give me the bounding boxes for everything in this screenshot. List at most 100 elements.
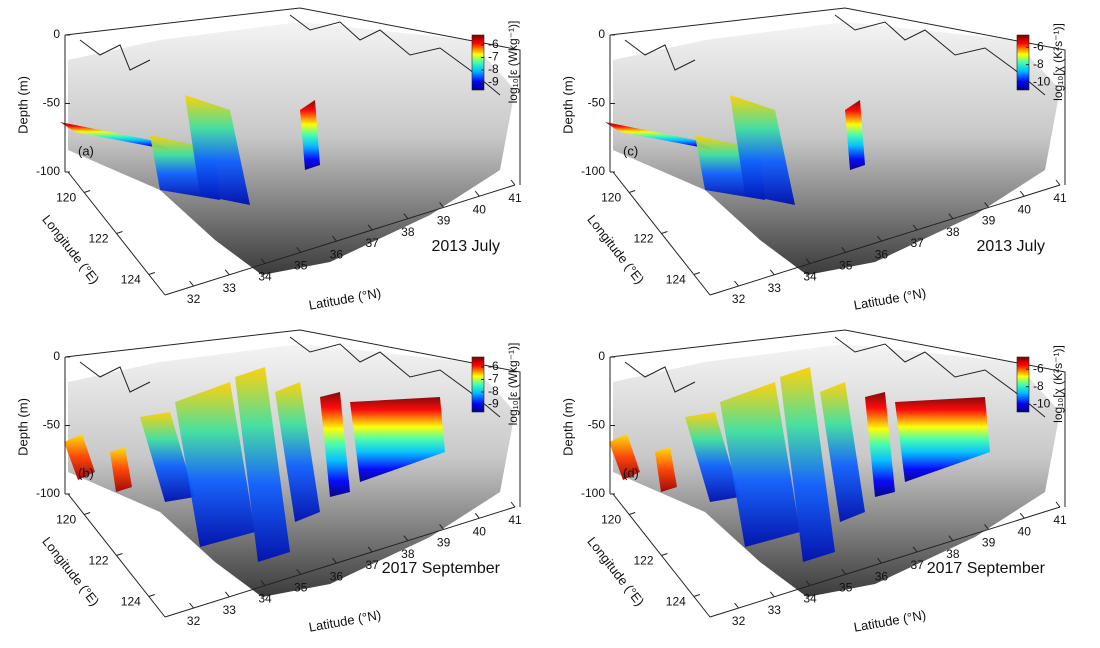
colorbar-tick-label: -6 — [1033, 39, 1044, 53]
profile-curtain — [320, 392, 350, 497]
y-tick — [189, 280, 194, 287]
y-tick-label: 37 — [910, 558, 924, 572]
y-tick-label: 40 — [473, 202, 487, 216]
y-tick-label: 34 — [258, 270, 272, 284]
y-tick — [948, 213, 954, 219]
y-tick-label: 36 — [875, 247, 889, 261]
x-tick — [148, 272, 155, 275]
y-tick-label: 39 — [437, 214, 451, 228]
y-axis — [164, 184, 516, 296]
y-tick — [367, 546, 373, 553]
y-tick-label: 40 — [1018, 202, 1032, 216]
colorbar-tick-label: -9 — [488, 75, 499, 89]
panel: 0 -50 -100 120 122 124 32 33 34 35 36 37 38 39 40 41 Dep… — [560, 7, 1067, 313]
z-tick-label: -100 — [36, 486, 60, 500]
x-tick — [84, 512, 91, 515]
bathymetry-surface — [68, 22, 515, 275]
colorbar-label: log₁₀[ε (Wkg⁻¹)] — [506, 21, 520, 104]
profile-curtain — [780, 367, 835, 562]
panel-label: (c) — [623, 143, 638, 158]
y-tick — [332, 557, 337, 564]
y-tick-label: 33 — [223, 281, 237, 295]
colorbar-tick-label: -8 — [488, 384, 499, 398]
z-tick-label: 0 — [598, 27, 605, 41]
coastline — [79, 39, 151, 71]
z-tick-label: -50 — [43, 96, 61, 110]
y-tick — [189, 602, 194, 609]
z-axis-label: Depth (m) — [560, 76, 575, 134]
y-tick — [332, 235, 337, 242]
x-tick-label: 124 — [121, 273, 141, 287]
profile-curtain — [110, 447, 132, 492]
profile-curtain — [605, 122, 715, 150]
z-axis-label: Depth (m) — [15, 76, 30, 134]
coastline — [834, 14, 1046, 96]
colorbar — [471, 356, 485, 413]
box-edge — [64, 7, 521, 185]
y-tick — [877, 557, 882, 564]
y-tick-label: 33 — [768, 603, 782, 617]
y-tick-label: 32 — [732, 614, 746, 628]
panel-label: (b) — [78, 465, 94, 480]
y-tick — [403, 213, 409, 219]
y-tick-label: 38 — [401, 225, 415, 239]
date-label: 2013 July — [977, 238, 1046, 255]
z-tick-label: 0 — [53, 27, 60, 41]
colorbar-tick-label: -6 — [488, 359, 499, 373]
x-tick-label: 120 — [601, 191, 621, 205]
colorbar-label: log₁₀[χ (K²s⁻¹)] — [1051, 345, 1065, 423]
y-tick-label: 40 — [473, 524, 487, 538]
profile-curtain — [175, 382, 255, 547]
profile-curtain — [350, 397, 445, 482]
date-label: 2017 September — [927, 560, 1046, 577]
date-label: 2013 July — [432, 238, 501, 255]
y-tick-label: 34 — [258, 592, 272, 606]
y-tick-label: 34 — [803, 592, 817, 606]
y-tick-label: 38 — [946, 547, 960, 561]
y-tick — [1055, 501, 1061, 508]
x-tick-label: 124 — [121, 595, 141, 609]
y-axis-label: Latitude (°N) — [853, 607, 928, 634]
y-tick-label: 35 — [294, 259, 308, 273]
panel: 0 -50 -100 120 122 124 32 33 34 35 36 37 38 39 40 41 Dep… — [15, 7, 522, 313]
x-tick-label: 124 — [666, 273, 686, 287]
y-tick — [912, 224, 918, 231]
profile-curtain — [655, 447, 677, 492]
y-tick-label: 35 — [839, 259, 853, 273]
x-tick — [661, 231, 668, 234]
y-tick-label: 37 — [365, 558, 379, 572]
z-axis-label: Depth (m) — [15, 398, 30, 456]
y-tick — [510, 501, 516, 508]
z-tick-label: -100 — [36, 164, 60, 178]
y-tick-label: 41 — [508, 513, 522, 527]
y-tick — [769, 269, 775, 276]
y-tick — [474, 190, 480, 197]
coastline — [834, 336, 1046, 418]
y-tick — [984, 524, 989, 530]
coastline — [624, 361, 696, 393]
profile-curtain — [895, 397, 990, 482]
colorbar-tick-label: -8 — [1033, 57, 1044, 71]
colorbar-tick-label: -7 — [488, 50, 499, 64]
colorbar-tick-label: -10 — [1033, 396, 1051, 410]
x-tick — [629, 512, 636, 515]
colorbar-label: log₁₀[χ (K²s⁻¹)] — [1051, 23, 1065, 101]
y-tick-label: 37 — [910, 236, 924, 250]
y-tick-label: 34 — [803, 270, 817, 284]
profile-curtain — [185, 95, 250, 205]
box-edge — [609, 329, 1066, 507]
x-tick — [84, 190, 91, 193]
colorbar-tick-label: -9 — [488, 397, 499, 411]
colorbar-tick-label: -6 — [488, 37, 499, 51]
profile-curtain — [140, 412, 195, 502]
y-tick-label: 36 — [875, 569, 889, 583]
colorbar-tick-label: -8 — [488, 62, 499, 76]
z-axis-label: Depth (m) — [560, 398, 575, 456]
y-tick-label: 37 — [365, 236, 379, 250]
profile-curtain — [609, 434, 640, 480]
coastline — [79, 361, 151, 393]
y-tick — [734, 280, 739, 287]
y-tick-label: 33 — [768, 281, 782, 295]
x-axis-label: Longitude (°E) — [39, 534, 102, 609]
